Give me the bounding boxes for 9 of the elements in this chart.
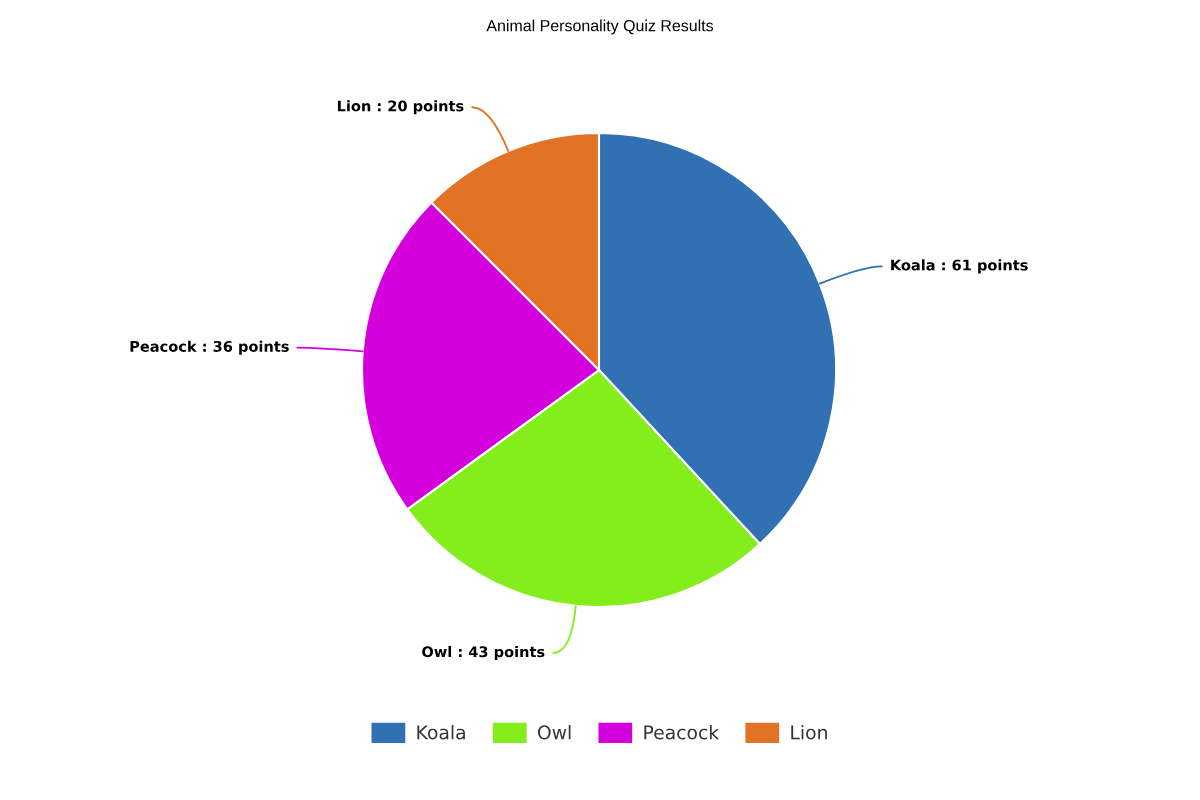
data-label: Lion : 20 points [337, 100, 464, 115]
legend-label: Koala [417, 724, 465, 740]
data-label: Owl : 43 points [422, 645, 545, 661]
chart-title: Animal Personality Quiz Results [486, 19, 714, 35]
data-label: Peacock : 36 points [130, 340, 289, 355]
legend-label: Lion [791, 724, 827, 740]
legend-label: Owl [537, 724, 571, 740]
data-label: Koala : 61 points [891, 259, 1028, 274]
legend-label: Peacock [644, 724, 720, 740]
